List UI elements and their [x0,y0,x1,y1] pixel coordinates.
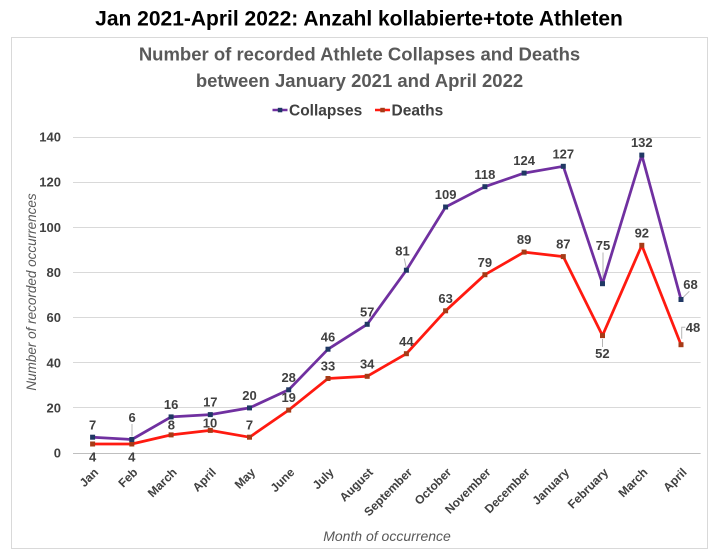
svg-text:57: 57 [360,304,374,319]
svg-text:Number of recorded occurrences: Number of recorded occurrences [24,193,39,391]
svg-text:40: 40 [47,355,61,370]
svg-text:Jan 2021-April 2022: Anzahl ko: Jan 2021-April 2022: Anzahl kollabierte+… [95,8,623,31]
svg-text:8: 8 [168,418,175,433]
svg-text:34: 34 [360,356,375,371]
svg-text:92: 92 [635,225,649,240]
svg-text:20: 20 [242,388,256,403]
svg-text:4: 4 [89,450,97,465]
svg-text:Month of occurrence: Month of occurrence [323,528,451,544]
svg-text:28: 28 [281,370,295,385]
svg-text:46: 46 [321,329,335,344]
svg-text:140: 140 [39,130,61,145]
svg-text:Collapses: Collapses [289,102,362,119]
svg-text:127: 127 [552,146,574,161]
svg-text:6: 6 [128,410,135,425]
svg-text:52: 52 [595,346,609,361]
svg-text:7: 7 [89,417,96,432]
svg-text:75: 75 [596,238,610,253]
svg-text:10: 10 [203,416,217,431]
svg-text:63: 63 [438,291,452,306]
svg-text:132: 132 [631,135,653,150]
svg-text:118: 118 [474,167,495,182]
svg-text:19: 19 [281,390,295,405]
svg-text:109: 109 [435,187,457,202]
svg-text:7: 7 [246,417,253,432]
svg-text:89: 89 [517,232,531,247]
svg-text:80: 80 [47,265,61,280]
svg-text:79: 79 [478,255,492,270]
svg-text:68: 68 [683,277,697,292]
svg-text:20: 20 [47,401,61,416]
svg-text:16: 16 [164,397,178,412]
svg-text:44: 44 [399,334,414,349]
svg-text:Number of recorded Athlete Col: Number of recorded Athlete Collapses and… [139,44,580,65]
svg-text:4: 4 [128,450,136,465]
svg-text:87: 87 [556,237,570,252]
svg-text:0: 0 [54,446,61,461]
svg-text:100: 100 [39,220,61,235]
svg-text:124: 124 [513,153,535,168]
svg-text:81: 81 [395,244,409,259]
svg-text:60: 60 [47,310,61,325]
svg-text:Deaths: Deaths [392,102,444,119]
svg-text:between January 2021 and April: between January 2021 and April 2022 [196,70,523,91]
svg-text:17: 17 [203,395,217,410]
svg-text:33: 33 [321,359,335,374]
svg-text:120: 120 [39,175,61,190]
svg-text:48: 48 [686,320,700,335]
